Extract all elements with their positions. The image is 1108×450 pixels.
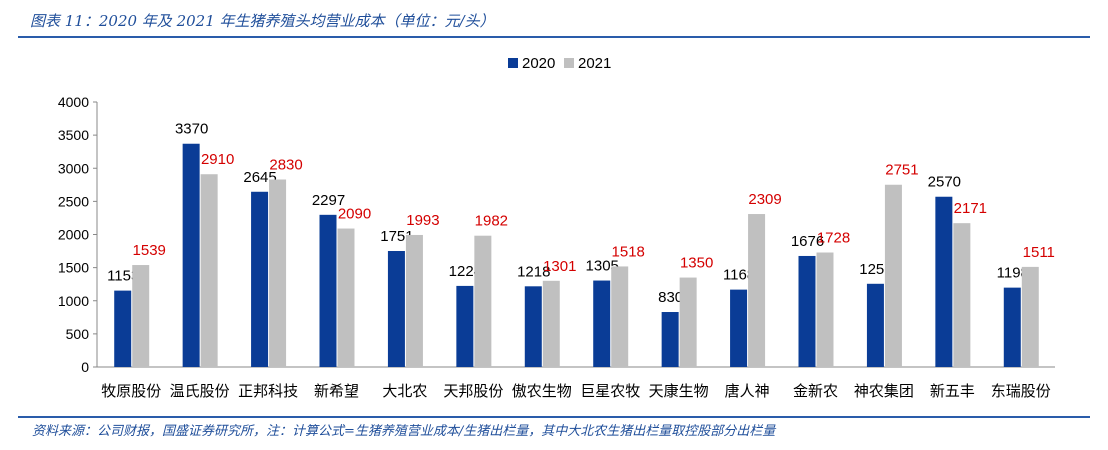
bar-2020 <box>593 280 611 367</box>
y-tick-label: 4000 <box>58 94 89 110</box>
bar-2020 <box>661 312 679 367</box>
x-tick-label: 傲农生物 <box>512 383 572 400</box>
legend-label-2021: 2021 <box>578 55 611 72</box>
x-tick-label: 新希望 <box>314 383 359 400</box>
data-label-2021: 2309 <box>748 191 781 208</box>
figure-title: 图表 11：2020 年及 2021 年生猪养殖头均营业成本（单位：元/头） <box>30 12 495 30</box>
data-label-2021: 1301 <box>543 258 576 275</box>
legend-label-2020: 2020 <box>522 55 555 72</box>
bar-2020 <box>114 290 132 367</box>
bar-2021 <box>200 174 218 367</box>
data-label-2021: 2090 <box>338 206 371 223</box>
data-label-2020: 830 <box>658 289 683 306</box>
bar-2021 <box>405 234 423 367</box>
x-tick-label: 东瑞股份 <box>991 383 1051 400</box>
data-label-2020: 2570 <box>928 174 961 191</box>
data-label-2021: 1539 <box>133 242 166 259</box>
data-label-2021: 2910 <box>201 151 234 168</box>
x-tick-label: 新五丰 <box>930 383 975 400</box>
y-tick-label: 1000 <box>58 293 89 309</box>
data-label-2020: 3370 <box>175 121 208 138</box>
data-label-2020: 1676 <box>791 233 824 250</box>
bar-2020 <box>730 289 748 367</box>
x-tick-label: 温氏股份 <box>170 383 230 400</box>
x-tick-label: 神农集团 <box>854 383 914 400</box>
legend-swatch-2020 <box>508 58 518 68</box>
x-tick-label: 巨星农牧 <box>580 383 640 400</box>
bar-2021 <box>269 179 287 367</box>
x-tick-label: 金新农 <box>793 383 838 400</box>
data-label-2021: 2751 <box>885 162 918 179</box>
bar-2021 <box>542 280 560 367</box>
data-label-2021: 1511 <box>1023 244 1055 261</box>
y-tick-label: 2000 <box>58 227 89 243</box>
bar-2020 <box>798 255 816 367</box>
bar-2021 <box>474 235 492 367</box>
data-label-2020: 1153 <box>107 268 139 285</box>
source-note: 资料来源：公司财报，国盛证券研究所，注：计算公式=生猪养殖营业成本/生猪出栏量，… <box>32 424 776 439</box>
bar-2021 <box>1021 266 1039 367</box>
bar-2020 <box>456 285 474 367</box>
x-tick-label: 天康生物 <box>649 383 709 400</box>
data-label-2021: 1350 <box>680 255 713 272</box>
x-tick-label: 天邦股份 <box>443 383 503 400</box>
data-label-2020: 1218 <box>517 263 550 280</box>
data-label-2021: 2830 <box>269 157 302 174</box>
data-label-2020: 1256 <box>859 261 892 278</box>
bar-2021 <box>337 228 355 367</box>
data-label-2021: 1993 <box>406 212 439 229</box>
bar-2020 <box>182 143 200 367</box>
bottom-rule <box>18 416 1090 418</box>
bar-2021 <box>611 266 629 367</box>
bar-2020 <box>251 191 269 367</box>
y-tick-label: 2500 <box>58 193 89 209</box>
bar-2021 <box>132 265 150 367</box>
bar-2020 <box>935 196 953 367</box>
bar-2021 <box>679 277 697 367</box>
x-tick-label: 大北农 <box>382 383 427 400</box>
data-label-2021: 1728 <box>817 230 850 247</box>
data-label-2020: 1168 <box>723 267 755 284</box>
bar-2020 <box>866 283 884 367</box>
x-tick-label: 牧原股份 <box>101 383 161 400</box>
bar-2020 <box>387 250 405 367</box>
data-label-2020: 1224 <box>449 263 482 280</box>
data-label-2020: 1305 <box>586 258 619 275</box>
bar-2021 <box>953 223 971 367</box>
bar-2020 <box>319 214 337 367</box>
bar-2020 <box>524 286 542 367</box>
legend-swatch-2021 <box>564 58 574 68</box>
data-label-2021: 1518 <box>612 243 645 260</box>
y-tick-label: 0 <box>81 359 89 375</box>
x-tick-label: 唐人神 <box>725 383 770 400</box>
y-tick-label: 3500 <box>58 127 89 143</box>
y-tick-label: 500 <box>66 326 90 342</box>
x-tick-label: 正邦科技 <box>238 383 298 400</box>
bar-2021 <box>816 252 834 367</box>
data-label-2020: 1751 <box>380 228 413 245</box>
data-label-2020: 2297 <box>312 192 345 209</box>
y-tick-label: 3000 <box>58 160 89 176</box>
bar-2020 <box>1003 287 1021 367</box>
bar-2021 <box>748 214 766 367</box>
bar-2021 <box>884 184 902 367</box>
y-tick-label: 1500 <box>58 260 89 276</box>
data-label-2021: 1982 <box>475 213 508 230</box>
top-rule <box>18 36 1090 38</box>
data-label-2020: 1198 <box>997 265 1029 282</box>
data-label-2020: 2645 <box>243 169 276 186</box>
data-label-2021: 2171 <box>954 200 987 217</box>
